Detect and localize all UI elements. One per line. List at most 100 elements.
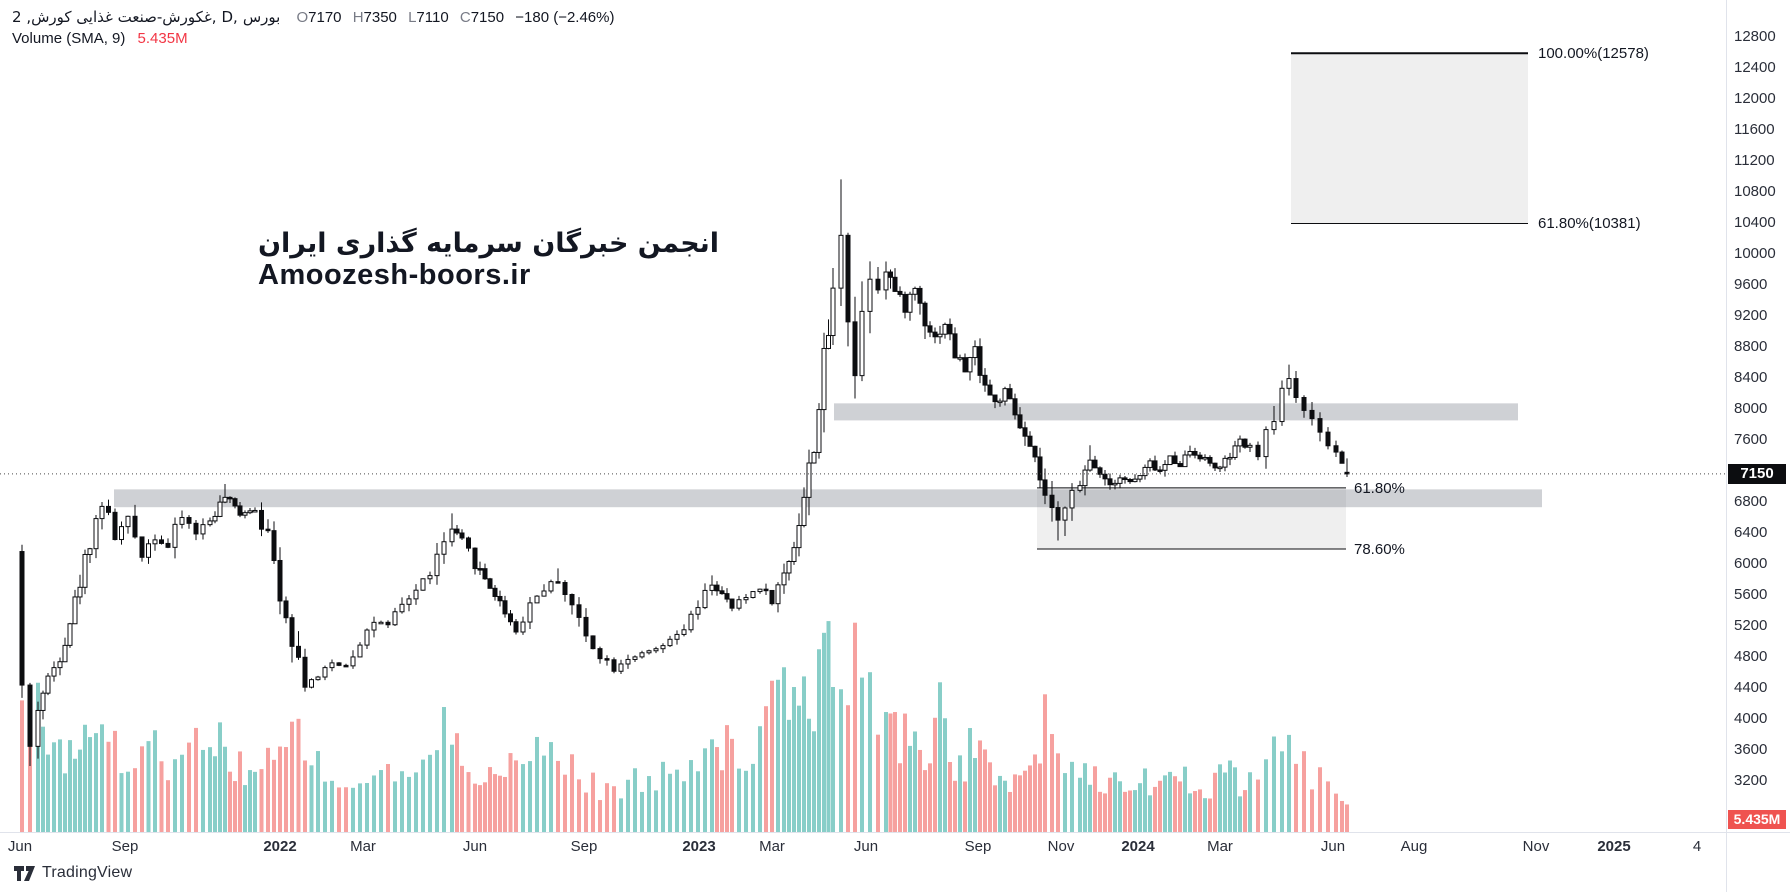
fib-retracement-top-box[interactable] bbox=[1291, 53, 1528, 224]
supply-demand-zone-1[interactable] bbox=[114, 489, 1542, 508]
candle-body bbox=[466, 537, 471, 549]
volume-bar bbox=[725, 725, 729, 832]
volume-bar bbox=[421, 759, 425, 832]
candle-body bbox=[992, 394, 998, 403]
symbol-name[interactable]: غکورش-صنعت غذایی کورش, 2, bbox=[12, 8, 217, 26]
volume-bar bbox=[173, 759, 177, 832]
volume-bar bbox=[1198, 789, 1202, 832]
volume-bar bbox=[584, 792, 588, 832]
volume-bar bbox=[744, 770, 748, 832]
last-price-badge: 7150 bbox=[1728, 464, 1786, 484]
volume-bar bbox=[1098, 791, 1102, 832]
time-tick-label: 2024 bbox=[1121, 838, 1155, 855]
candle-body bbox=[385, 621, 391, 626]
volume-bar bbox=[577, 779, 581, 832]
symbol-exchange[interactable]: بورس bbox=[242, 8, 281, 26]
time-tick-label: Mar bbox=[759, 838, 785, 855]
volume-bar bbox=[323, 781, 327, 832]
volume-bar bbox=[337, 787, 341, 832]
candle-body bbox=[1317, 418, 1323, 433]
time-axis-separator[interactable] bbox=[0, 832, 1790, 833]
volume-bar bbox=[953, 780, 957, 832]
volume-bar bbox=[303, 760, 307, 832]
volume-bar bbox=[213, 756, 217, 832]
volume-bar bbox=[1168, 771, 1172, 832]
price-tick-label: 5200 bbox=[1734, 617, 1768, 634]
candle-body bbox=[1333, 445, 1339, 453]
candle-body bbox=[119, 526, 124, 541]
candle-body bbox=[569, 594, 575, 606]
volume-bar bbox=[563, 774, 567, 832]
candle-body bbox=[1212, 462, 1218, 469]
volume-bar bbox=[483, 782, 487, 832]
candle-body bbox=[77, 586, 83, 598]
volume-bar bbox=[68, 740, 72, 832]
candle-body bbox=[942, 323, 948, 335]
candle-body bbox=[796, 525, 802, 549]
candle-body bbox=[1087, 459, 1093, 471]
candle-body bbox=[434, 553, 440, 577]
candle-body bbox=[888, 271, 893, 278]
volume-bar bbox=[807, 718, 811, 832]
candle-body bbox=[709, 584, 715, 591]
volume-bar bbox=[1173, 776, 1177, 832]
candle-body bbox=[1132, 478, 1138, 483]
candle-body bbox=[875, 278, 881, 291]
volume-indicator-header[interactable]: Volume (SMA, 9) 5.435M bbox=[12, 30, 188, 47]
candle-body bbox=[830, 287, 836, 337]
volume-bar bbox=[1310, 789, 1314, 832]
volume-bar bbox=[63, 773, 67, 832]
candle-body bbox=[1227, 456, 1233, 460]
volume-bar bbox=[478, 785, 482, 832]
candle-body bbox=[957, 357, 963, 360]
candle-body bbox=[736, 599, 742, 609]
candle-body bbox=[714, 584, 720, 592]
symbol-header[interactable]: غکورش-صنعت غذایی کورش, 2, D, بورس O7170 H7… bbox=[12, 8, 615, 26]
tradingview-logo[interactable]: TradingView bbox=[14, 864, 132, 882]
candle-body bbox=[688, 613, 694, 631]
candle-body bbox=[967, 357, 973, 373]
low-label: L bbox=[408, 9, 417, 26]
volume-bar bbox=[166, 780, 170, 832]
time-tick-label: Aug bbox=[1400, 838, 1428, 855]
volume-bar bbox=[146, 741, 151, 832]
candle-body bbox=[420, 578, 426, 591]
candle-body bbox=[1062, 507, 1068, 521]
candle-body bbox=[695, 607, 701, 615]
time-tick-label: Sep bbox=[570, 838, 598, 855]
volume-bar bbox=[41, 726, 45, 832]
volume-bar bbox=[1223, 772, 1227, 832]
volume-bar bbox=[1083, 763, 1087, 832]
candle-body bbox=[508, 613, 513, 623]
volume-bar bbox=[1003, 780, 1007, 832]
candle-body bbox=[492, 587, 498, 597]
price-axis-separator[interactable] bbox=[1726, 0, 1727, 892]
price-tick-label: 4400 bbox=[1734, 679, 1768, 696]
supply-demand-zone-0[interactable] bbox=[834, 403, 1518, 421]
volume-bar bbox=[1148, 795, 1152, 832]
price-tick-label: 5600 bbox=[1734, 586, 1768, 603]
volume-bar bbox=[126, 771, 130, 832]
change-value: −180 (−2.46%) bbox=[515, 9, 615, 26]
candle-body bbox=[729, 598, 735, 609]
volume-bar bbox=[988, 762, 992, 832]
candle-body bbox=[57, 661, 63, 669]
volume-indicator-label[interactable]: Volume (SMA, 9) bbox=[12, 30, 126, 47]
volume-bar bbox=[1088, 784, 1092, 832]
candle-body bbox=[646, 650, 652, 654]
volume-bar bbox=[218, 722, 222, 832]
candle-body bbox=[1237, 438, 1243, 447]
volume-bar bbox=[20, 700, 24, 832]
fib-retracement-bottom-box[interactable] bbox=[1037, 487, 1346, 550]
candle-body bbox=[1207, 456, 1213, 464]
candle-body bbox=[19, 551, 25, 686]
candle-body bbox=[1069, 489, 1075, 509]
candle-body bbox=[1325, 431, 1331, 447]
candle-body bbox=[897, 290, 903, 295]
volume-bar bbox=[1008, 791, 1012, 832]
volume-bar bbox=[442, 707, 446, 832]
volume-bar bbox=[365, 783, 369, 832]
symbol-timeframe[interactable]: D, bbox=[221, 8, 238, 26]
candle-body bbox=[845, 234, 851, 323]
